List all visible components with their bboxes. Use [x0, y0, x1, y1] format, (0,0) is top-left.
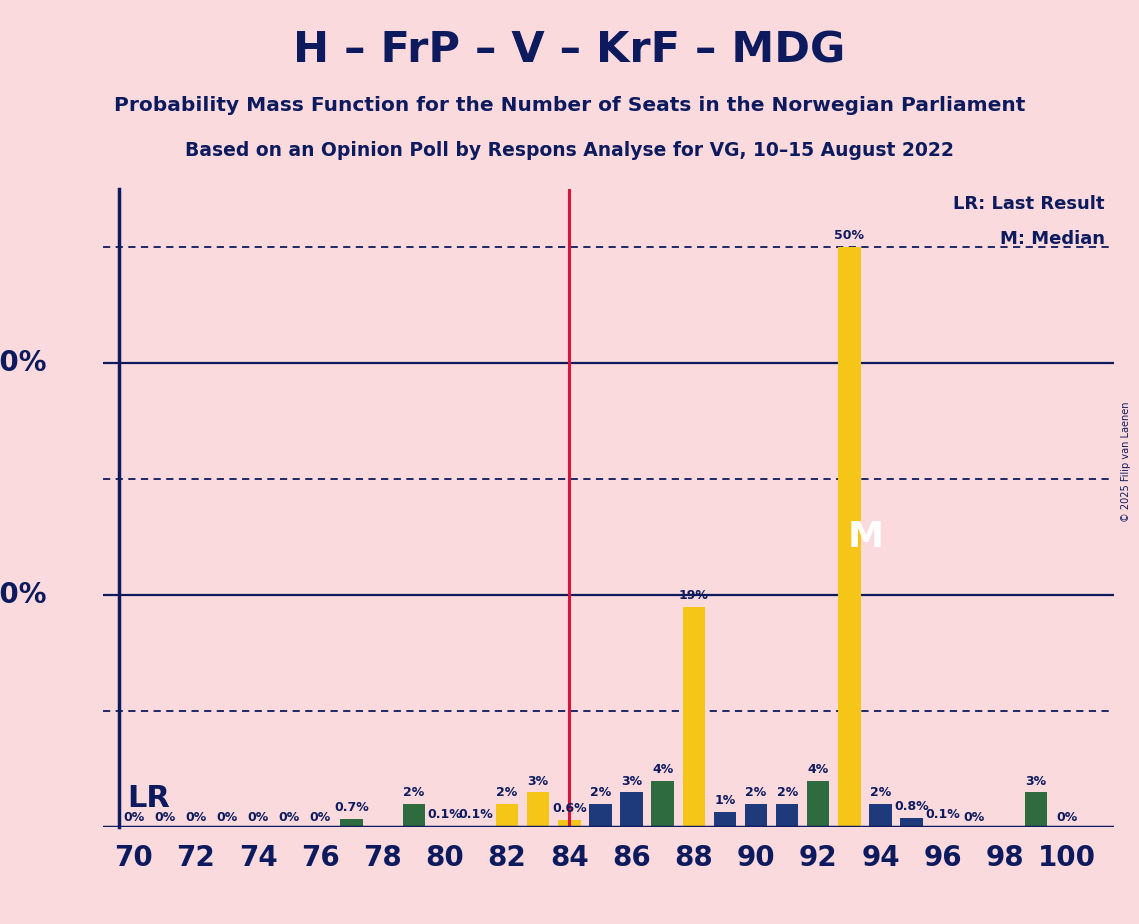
Text: 3%: 3%	[527, 774, 549, 787]
Text: 2%: 2%	[745, 786, 767, 799]
Bar	[465, 826, 487, 827]
Text: 4%: 4%	[808, 763, 829, 776]
Bar	[808, 781, 829, 827]
Text: 0.6%: 0.6%	[552, 802, 587, 815]
Text: 1%: 1%	[714, 795, 736, 808]
Text: 0%: 0%	[310, 810, 331, 823]
Text: 2%: 2%	[497, 786, 518, 799]
Bar	[589, 804, 612, 827]
Text: 40%: 40%	[0, 349, 47, 377]
Text: 4%: 4%	[652, 763, 673, 776]
Text: 20%: 20%	[0, 581, 47, 609]
Bar	[932, 826, 954, 827]
Text: 3%: 3%	[1025, 774, 1047, 787]
Text: © 2025 Filip van Laenen: © 2025 Filip van Laenen	[1122, 402, 1131, 522]
Text: LR: Last Result: LR: Last Result	[953, 195, 1105, 213]
Text: 0.1%: 0.1%	[427, 808, 462, 821]
Text: 0.1%: 0.1%	[459, 808, 493, 821]
Text: 2%: 2%	[870, 786, 891, 799]
Text: 0%: 0%	[247, 810, 269, 823]
Bar	[869, 804, 892, 827]
Bar	[776, 804, 798, 827]
Bar	[527, 792, 549, 827]
Text: 0.1%: 0.1%	[925, 808, 960, 821]
Text: 0%: 0%	[279, 810, 300, 823]
Text: H – FrP – V – KrF – MDG: H – FrP – V – KrF – MDG	[294, 30, 845, 71]
Text: 2%: 2%	[777, 786, 797, 799]
Text: 50%: 50%	[835, 228, 865, 241]
Bar	[558, 820, 581, 827]
Bar	[495, 804, 518, 827]
Bar	[682, 607, 705, 827]
Text: 0%: 0%	[964, 810, 984, 823]
Bar	[838, 248, 861, 827]
Text: 0.8%: 0.8%	[894, 800, 929, 813]
Bar	[901, 818, 923, 827]
Text: 2%: 2%	[403, 786, 425, 799]
Text: 0%: 0%	[216, 810, 238, 823]
Text: 3%: 3%	[621, 774, 642, 787]
Text: Probability Mass Function for the Number of Seats in the Norwegian Parliament: Probability Mass Function for the Number…	[114, 96, 1025, 116]
Text: M: Median: M: Median	[1000, 230, 1105, 248]
Bar	[745, 804, 768, 827]
Text: 2%: 2%	[590, 786, 611, 799]
Text: 0%: 0%	[1057, 810, 1077, 823]
Bar	[621, 792, 642, 827]
Text: M: M	[847, 520, 884, 554]
Bar	[402, 804, 425, 827]
Text: 0%: 0%	[154, 810, 175, 823]
Bar	[341, 819, 362, 827]
Text: LR: LR	[128, 784, 171, 813]
Text: 0%: 0%	[186, 810, 206, 823]
Bar	[652, 781, 674, 827]
Bar	[434, 826, 456, 827]
Text: Based on an Opinion Poll by Respons Analyse for VG, 10–15 August 2022: Based on an Opinion Poll by Respons Anal…	[185, 141, 954, 161]
Bar	[1025, 792, 1048, 827]
Bar	[714, 812, 736, 827]
Text: 0.7%: 0.7%	[334, 801, 369, 814]
Text: 19%: 19%	[679, 590, 708, 602]
Text: 0%: 0%	[123, 810, 145, 823]
